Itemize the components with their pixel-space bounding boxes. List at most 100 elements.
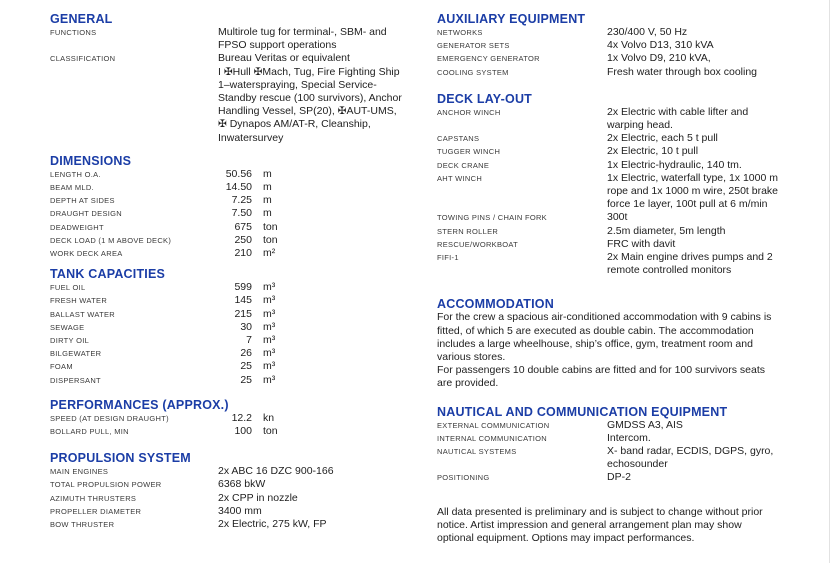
spec-row: DECK CRANE 1x Electric-hydraulic, 140 tm. xyxy=(437,159,817,172)
spec-row: INTERNAL COMMUNICATION Intercom. xyxy=(437,432,817,445)
spec-number: 215 xyxy=(234,307,252,320)
spec-value: 4x Volvo D13, 310 kVA xyxy=(607,39,714,52)
spec-label: WORK DECK AREA xyxy=(50,249,123,259)
spec-number: 30 xyxy=(240,320,252,333)
spec-label: DEADWEIGHT xyxy=(50,222,104,232)
section-title-dimensions: DIMENSIONS xyxy=(50,153,132,168)
section-title-nautical-communication: NAUTICAL AND COMMUNICATION EQUIPMENT xyxy=(437,404,728,419)
spec-label: TOWING PINS / CHAIN FORK xyxy=(437,213,547,223)
spec-unit: m xyxy=(263,207,272,220)
spec-label: AZIMUTH THRUSTERS xyxy=(50,493,137,503)
spec-row: DECK LOAD (1 M ABOVE DECK) 250 ton xyxy=(50,234,422,247)
spec-value: 230/400 V, 50 Hz xyxy=(607,26,688,38)
spec-value: 1x Volvo D9, 210 kVA, xyxy=(607,52,711,65)
section-nautical-communication: NAUTICAL AND COMMUNICATION EQUIPMENT EXT… xyxy=(437,404,817,485)
spec-label: BOLLARD PULL, MIN xyxy=(50,427,129,437)
performances-rows: SPEED (AT DESIGN DRAUGHT) 12.2 kn BOLLARD P… xyxy=(50,412,422,438)
spec-value: 2x Electric, 275 kW, FP xyxy=(218,518,327,531)
spec-value: 300t xyxy=(607,211,628,224)
spec-label: STERN ROLLER xyxy=(437,226,499,236)
spec-row: DEPTH AT SIDES 7.25 m xyxy=(50,194,422,207)
spec-unit: ton xyxy=(263,233,278,246)
spec-label: FUEL OIL xyxy=(50,283,86,293)
section-propulsion-system: PROPULSION SYSTEM MAIN ENGINES 2x ABC 16 … xyxy=(50,452,422,531)
spec-row: SEWAGE 30 m³ xyxy=(50,321,422,334)
deck-lay-out-rows: ANCHOR WINCH 2x Electric with cable lifte… xyxy=(437,106,817,278)
spec-number: 7.25 xyxy=(231,194,252,207)
spec-row: NETWORKS 230/400 V, 50 Hz xyxy=(437,26,817,39)
propulsion-system-rows: MAIN ENGINES 2x ABC 16 DZC 900-166 TOTAL P… xyxy=(50,465,422,531)
spec-number: 100 xyxy=(234,425,252,438)
tank-capacities-rows: FUEL OIL 599 m³ FRESH WATER 145 m³ BALLAST WAT… xyxy=(50,281,422,387)
section-general: GENERAL FUNCTIONS Multirole tug for termi… xyxy=(50,13,422,145)
spec-row: MAIN ENGINES 2x ABC 16 DZC 900-166 xyxy=(50,465,422,478)
spec-row: FIFI-1 2x Main engine drives pumps and 2 … xyxy=(437,251,817,277)
spec-row: FUNCTIONS Multirole tug for terminal-, SB… xyxy=(50,26,422,52)
spec-number: 599 xyxy=(234,281,252,294)
section-title-auxiliary-equipment: AUXILIARY EQUIPMENT xyxy=(437,12,586,26)
spec-row: FRESH WATER 145 m³ xyxy=(50,294,422,307)
nautical-communication-rows: EXTERNAL COMMUNICATION GMDSS A3, AIS INTER… xyxy=(437,419,817,485)
spec-row: BOW THRUSTER 2x Electric, 275 kW, FP xyxy=(50,518,422,531)
section-dimensions: DIMENSIONS LENGTH O.A. 50.56 m BEAM MLD. 14.… xyxy=(50,155,422,260)
spec-label: NAUTICAL SYSTEMS xyxy=(437,447,517,457)
section-title-deck-lay-out: DECK LAY-OUT xyxy=(437,91,533,106)
spec-label: DRAUGHT DESIGN xyxy=(50,209,122,219)
spec-number: 25 xyxy=(240,373,252,386)
accommodation-paragraph: For the crew a spacious air-conditioned … xyxy=(437,311,772,390)
spec-row: BILGEWATER 26 m³ xyxy=(50,347,422,360)
section-accommodation: ACCOMMODATION For the crew a spacious ai… xyxy=(437,298,817,390)
spec-value: Bureau Veritas or equivalent I ✠Hull ✠Ma… xyxy=(218,52,402,144)
spec-label: FRESH WATER xyxy=(50,296,108,306)
spec-row: COOLING SYSTEM Fresh water through box co… xyxy=(437,66,817,79)
spec-row: RESCUE/WORKBOAT FRC with davit xyxy=(437,238,817,251)
spec-number: 26 xyxy=(240,347,252,360)
spec-value: 2x Electric, each 5 t pull xyxy=(607,132,718,145)
spec-value: Fresh water through box cooling xyxy=(607,65,757,78)
spec-row: BOLLARD PULL, MIN 100 ton xyxy=(50,425,422,438)
spec-row: CLASSIFICATION Bureau Veritas or equivale… xyxy=(50,52,422,144)
spec-row: FOAM 25 m³ xyxy=(50,360,422,373)
spec-label: RESCUE/WORKBOAT xyxy=(437,239,519,249)
spec-label: TUGGER WINCH xyxy=(437,147,501,157)
spec-label: POSITIONING xyxy=(437,473,490,483)
section-auxiliary-equipment: AUXILIARY EQUIPMENT NETWORKS 230/400 V, 5… xyxy=(437,13,817,79)
disclaimer-paragraph: All data presented is preliminary and is… xyxy=(437,505,763,545)
spec-label: ANCHOR WINCH xyxy=(437,107,501,117)
spec-label: BALLAST WATER xyxy=(50,309,116,319)
spec-unit: m³ xyxy=(263,281,276,294)
spec-value: Multirole tug for terminal-, SBM- and FP… xyxy=(218,26,387,52)
spec-value: X- band radar, ECDIS, DGPS, gyro, echoso… xyxy=(607,445,774,471)
spec-label: MAIN ENGINES xyxy=(50,467,109,477)
spec-value: 2x CPP in nozzle xyxy=(218,491,298,504)
spec-label: CLASSIFICATION xyxy=(50,54,116,64)
section-title-accommodation: ACCOMMODATION xyxy=(437,297,554,312)
spec-number: 12.2 xyxy=(231,411,252,424)
spec-row: TUGGER WINCH 2x Electric, 10 t pull xyxy=(437,145,817,158)
spec-label: EXTERNAL COMMUNICATION xyxy=(437,420,550,430)
spec-label: EMERGENCY GENERATOR xyxy=(437,54,540,64)
section-title-performances: PERFORMANCES (APPROX.) xyxy=(50,397,229,412)
section-deck-lay-out: DECK LAY-OUT ANCHOR WINCH 2x Electric wit… xyxy=(437,93,817,278)
spec-value: 2x ABC 16 DZC 900-166 xyxy=(218,465,334,478)
spec-row: STERN ROLLER 2.5m diameter, 5m length xyxy=(437,225,817,238)
spec-unit: m³ xyxy=(263,373,276,386)
spec-row: WORK DECK AREA 210 m² xyxy=(50,247,422,260)
spec-number: 50.56 xyxy=(225,167,252,180)
spec-value: DP-2 xyxy=(607,471,631,484)
spec-row: NAUTICAL SYSTEMS X- band radar, ECDIS, DG… xyxy=(437,445,817,471)
spec-row: SPEED (AT DESIGN DRAUGHT) 12.2 kn xyxy=(50,412,422,425)
spec-value: 2x Main engine drives pumps and 2 remote… xyxy=(607,251,773,277)
dimensions-rows: LENGTH O.A. 50.56 m BEAM MLD. 14.50 m DEPTH AT… xyxy=(50,168,422,260)
spec-row: BEAM MLD. 14.50 m xyxy=(50,181,422,194)
section-performances: PERFORMANCES (APPROX.) SPEED (AT DESIGN … xyxy=(50,399,422,438)
spec-number: 7.50 xyxy=(231,207,252,220)
spec-row: BALLAST WATER 215 m³ xyxy=(50,308,422,321)
spec-row: CAPSTANS 2x Electric, each 5 t pull xyxy=(437,132,817,145)
spec-number: 25 xyxy=(240,360,252,373)
spec-value: 2.5m diameter, 5m length xyxy=(607,224,726,237)
spec-row: POSITIONING DP-2 xyxy=(437,471,817,484)
spec-label: DISPERSANT xyxy=(50,375,101,385)
spec-label: NETWORKS xyxy=(437,28,483,37)
